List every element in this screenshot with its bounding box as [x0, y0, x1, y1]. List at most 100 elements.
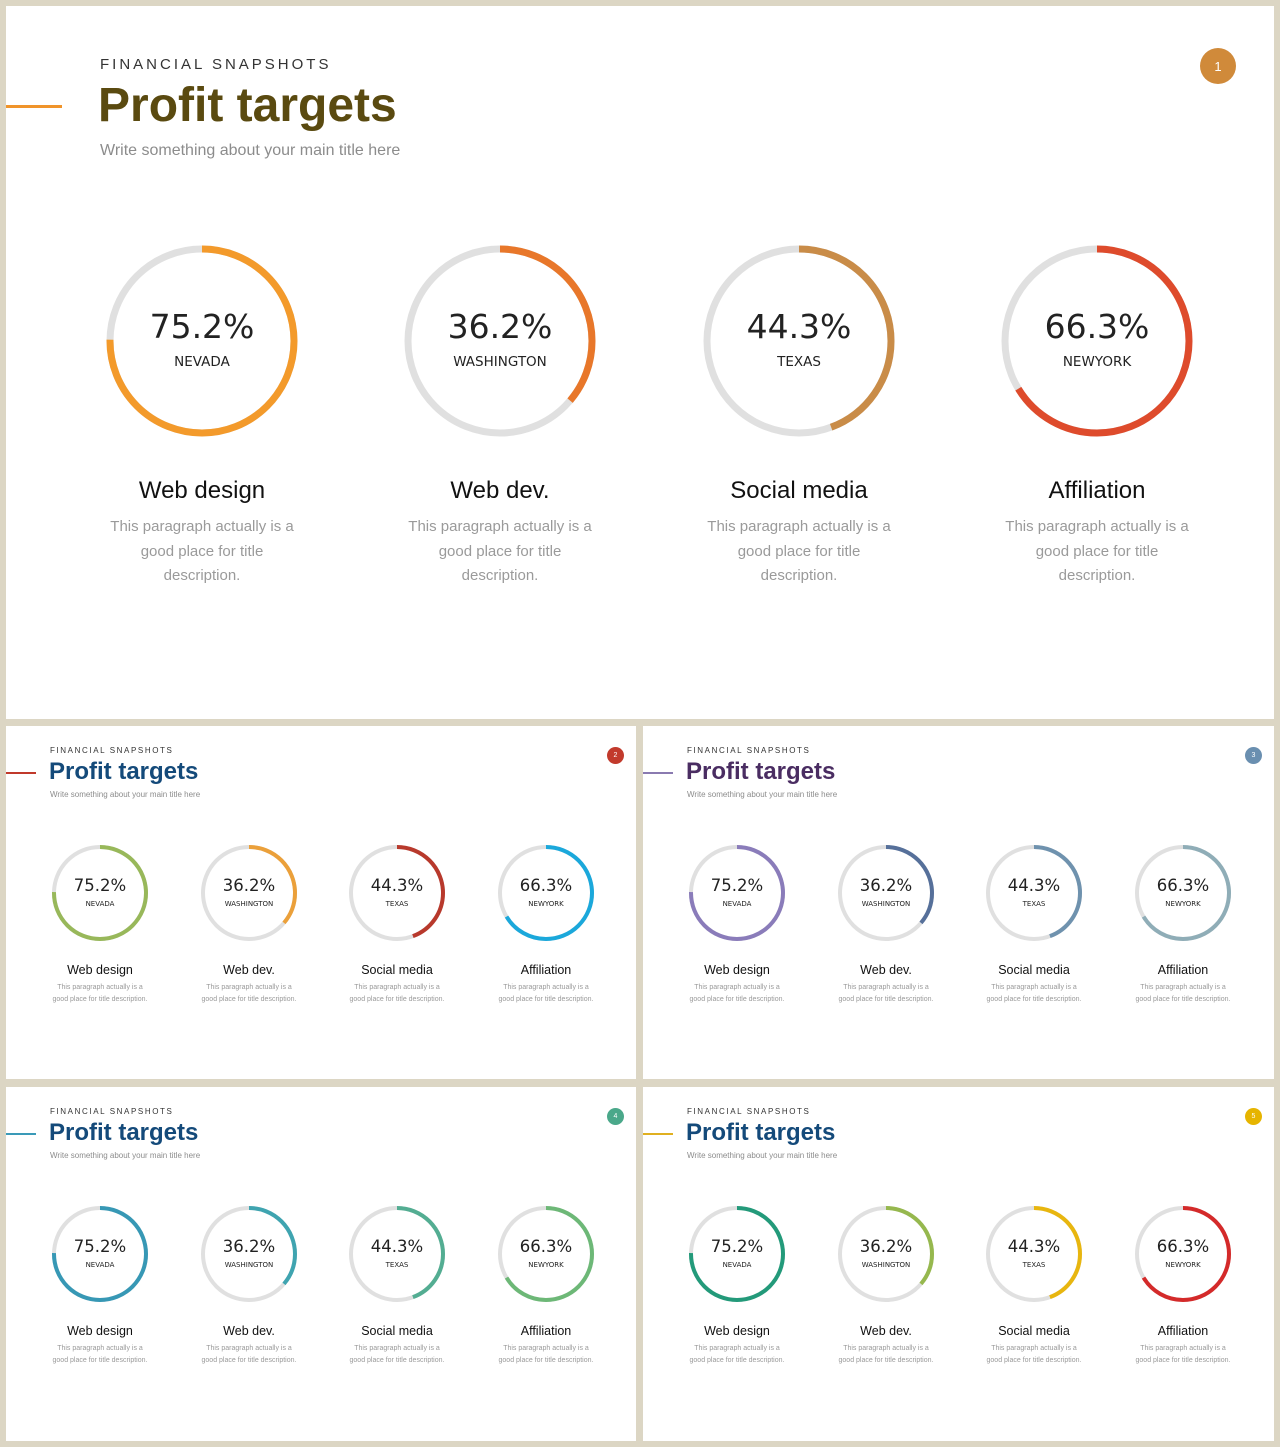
- card-description: This paragraph actually is a good place …: [349, 984, 445, 1003]
- ring-location-label: WASHINGTON: [862, 900, 911, 908]
- card-description: This paragraph actually is a good place …: [110, 518, 294, 584]
- slide-5: FINANCIAL SNAPSHOTS Profit targets Write s…: [643, 1087, 1274, 1441]
- card-title: Social media: [998, 963, 1070, 977]
- ring-value: 66.3%: [1157, 1237, 1209, 1256]
- slide-3: FINANCIAL SNAPSHOTS Profit targets Write s…: [643, 726, 1274, 1079]
- progress-ring: 44.3% TEXAS: [986, 1206, 1082, 1302]
- progress-ring: 36.2% WASHINGTON: [201, 1206, 297, 1302]
- stat-card: 44.3% TEXAS Social media This paragraph act…: [684, 243, 914, 589]
- page-subtitle: Write something about your main title he…: [687, 1151, 838, 1160]
- ring-progress-arc: [1001, 245, 1193, 437]
- card-description: This paragraph actually is a good place …: [986, 984, 1082, 1003]
- ring-value: 75.2%: [74, 876, 126, 895]
- slide-4: FINANCIAL SNAPSHOTS Profit targets Write s…: [6, 1087, 636, 1441]
- card-title: Web dev.: [860, 1324, 912, 1338]
- card-title: Web design: [67, 1324, 133, 1338]
- ring-location-label: TEXAS: [385, 1261, 409, 1269]
- progress-ring: 75.2% NEVADA: [689, 1206, 785, 1302]
- page-title: Profit targets: [98, 79, 397, 132]
- progress-ring: 66.3% NEWYORK: [498, 845, 594, 941]
- card-title: Web dev.: [223, 963, 275, 977]
- progress-ring: 36.2% WASHINGTON: [838, 1206, 934, 1302]
- page-title: Profit targets: [49, 758, 199, 785]
- ring-location-label: NEVADA: [86, 900, 115, 908]
- eyebrow-label: FINANCIAL SNAPSHOTS: [100, 56, 332, 73]
- ring-progress-arc: [838, 845, 934, 941]
- ring-value: 44.3%: [371, 876, 423, 895]
- ring-location-label: WASHINGTON: [225, 1261, 274, 1269]
- ring-progress-arc: [349, 845, 445, 941]
- ring-progress-arc: [498, 1206, 594, 1302]
- page-subtitle: Write something about your main title he…: [100, 142, 401, 159]
- ring-location-label: TEXAS: [385, 900, 409, 908]
- ring-location-label: NEWYORK: [528, 900, 564, 908]
- ring-progress-arc: [1135, 845, 1231, 941]
- ring-value: 36.2%: [860, 1237, 912, 1256]
- card-description: This paragraph actually is a good place …: [498, 1345, 594, 1364]
- title-accent-line: [6, 1133, 36, 1135]
- card-description: This paragraph actually is a good place …: [408, 518, 592, 584]
- ring-value: 66.3%: [1045, 307, 1150, 346]
- card-description: This paragraph actually is a good place …: [498, 984, 594, 1003]
- card-title: Web dev.: [450, 477, 550, 504]
- card-title: Web dev.: [223, 1324, 275, 1338]
- ring-progress-arc: [1135, 1206, 1231, 1302]
- card-title: Web design: [67, 963, 133, 977]
- card-description: This paragraph actually is a good place …: [707, 518, 891, 584]
- stat-card: 44.3% TEXAS Social media This paragraph act…: [974, 843, 1094, 1006]
- ring-value: 66.3%: [520, 1237, 572, 1256]
- ring-progress-arc: [498, 845, 594, 941]
- stat-card: 36.2% WASHINGTON Web dev. This paragraph ac…: [826, 1204, 946, 1367]
- stat-card: 66.3% NEWYORK Affiliation This paragraph ac…: [1123, 843, 1243, 1006]
- page-title: Profit targets: [686, 758, 836, 785]
- stat-card: 44.3% TEXAS Social media This paragraph act…: [974, 1204, 1094, 1367]
- ring-progress-arc: [986, 845, 1082, 941]
- ring-location-label: NEWYORK: [1165, 900, 1201, 908]
- eyebrow-label: FINANCIAL SNAPSHOTS: [687, 746, 811, 755]
- title-accent-line: [643, 772, 673, 774]
- card-title: Web design: [704, 1324, 770, 1338]
- progress-ring: 66.3% NEWYORK: [1001, 245, 1193, 437]
- progress-ring: 44.3% TEXAS: [349, 1206, 445, 1302]
- ring-value: 36.2%: [223, 876, 275, 895]
- card-description: This paragraph actually is a good place …: [52, 1345, 148, 1364]
- progress-ring: 36.2% WASHINGTON: [201, 845, 297, 941]
- page-subtitle: Write something about your main title he…: [687, 790, 838, 799]
- page-number-badge: 1: [1200, 48, 1236, 84]
- progress-ring: 75.2% NEVADA: [52, 845, 148, 941]
- eyebrow-label: FINANCIAL SNAPSHOTS: [687, 1107, 811, 1116]
- ring-value: 44.3%: [1008, 876, 1060, 895]
- progress-ring: 75.2% NEVADA: [106, 245, 298, 437]
- ring-location-label: NEWYORK: [1165, 1261, 1201, 1269]
- stat-card: 75.2% NEVADA Web design This paragraph actu…: [677, 843, 797, 1006]
- ring-progress-arc: [986, 1206, 1082, 1302]
- page-number-badge: 4: [607, 1108, 624, 1125]
- eyebrow-label: FINANCIAL SNAPSHOTS: [50, 746, 174, 755]
- ring-value: 36.2%: [448, 307, 553, 346]
- ring-location-label: WASHINGTON: [225, 900, 274, 908]
- card-title: Web dev.: [860, 963, 912, 977]
- card-description: This paragraph actually is a good place …: [201, 984, 297, 1003]
- ring-progress-arc: [689, 845, 785, 941]
- card-title: Affiliation: [520, 963, 572, 977]
- card-title: Social media: [998, 1324, 1070, 1338]
- progress-ring: 75.2% NEVADA: [52, 1206, 148, 1302]
- ring-value: 36.2%: [860, 876, 912, 895]
- progress-ring: 44.3% TEXAS: [703, 245, 895, 437]
- ring-value: 75.2%: [150, 307, 255, 346]
- stat-card: 36.2% WASHINGTON Web dev. This paragraph ac…: [189, 843, 309, 1006]
- progress-ring: 36.2% WASHINGTON: [838, 845, 934, 941]
- progress-ring: 66.3% NEWYORK: [1135, 1206, 1231, 1302]
- stat-card: 66.3% NEWYORK Affiliation This paragraph ac…: [1123, 1204, 1243, 1367]
- page-subtitle: Write something about your main title he…: [50, 1151, 201, 1160]
- title-accent-line: [643, 1133, 673, 1135]
- ring-value: 66.3%: [1157, 876, 1209, 895]
- slide-2: FINANCIAL SNAPSHOTS Profit targets Write s…: [6, 726, 636, 1079]
- ring-value: 44.3%: [1008, 1237, 1060, 1256]
- ring-location-label: WASHINGTON: [862, 1261, 911, 1269]
- stat-card: 75.2% NEVADA Web design This paragraph actu…: [87, 243, 317, 589]
- progress-ring: 44.3% TEXAS: [349, 845, 445, 941]
- ring-location-label: NEVADA: [723, 900, 752, 908]
- ring-location-label: NEWYORK: [528, 1261, 564, 1269]
- ring-progress-arc: [404, 245, 596, 437]
